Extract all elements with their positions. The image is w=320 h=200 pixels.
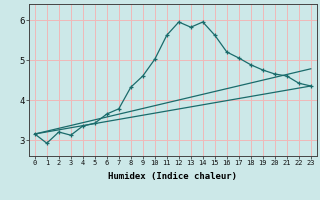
X-axis label: Humidex (Indice chaleur): Humidex (Indice chaleur) — [108, 172, 237, 181]
